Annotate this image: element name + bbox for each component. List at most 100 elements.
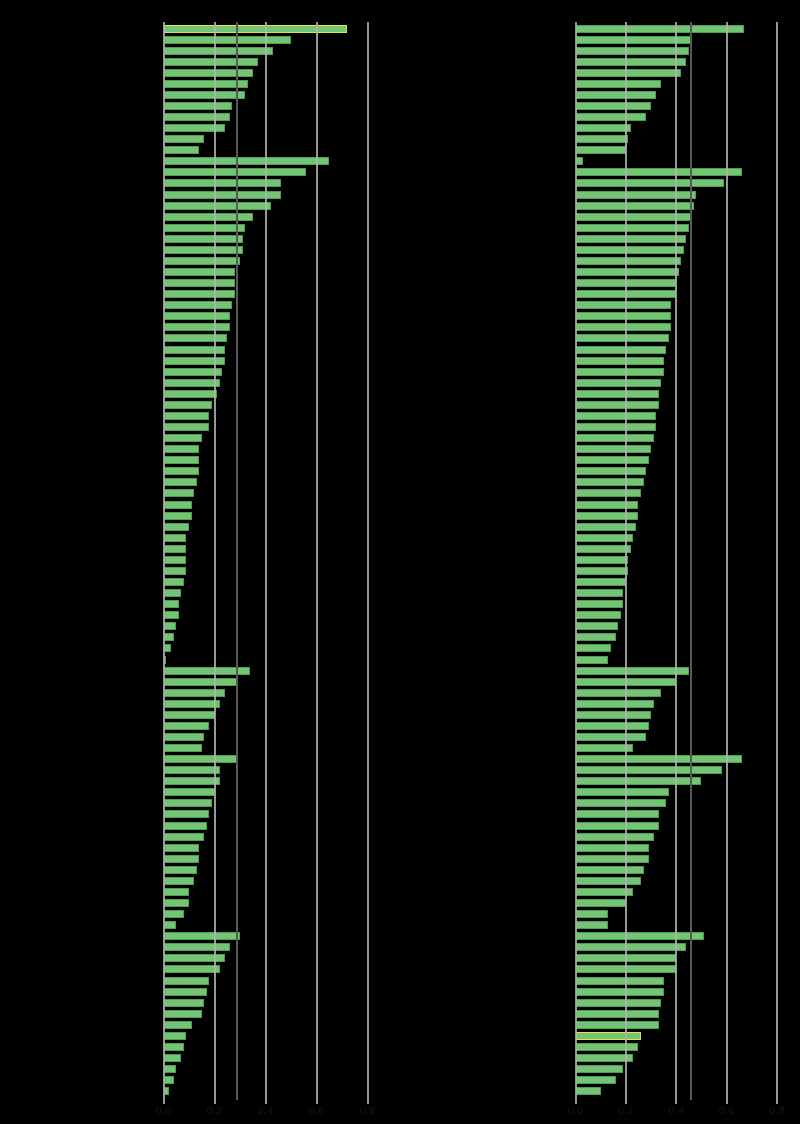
bar bbox=[163, 57, 258, 66]
bar bbox=[575, 699, 654, 708]
bar bbox=[163, 456, 200, 465]
gridline bbox=[675, 22, 678, 1104]
bar bbox=[163, 467, 200, 476]
reference-line bbox=[236, 22, 238, 1100]
bar bbox=[163, 24, 348, 33]
x-tick-label: 0.2 bbox=[206, 1106, 223, 1117]
bar bbox=[575, 832, 654, 841]
bar bbox=[575, 389, 659, 398]
bar bbox=[575, 301, 672, 310]
bar bbox=[163, 1031, 187, 1040]
bar bbox=[575, 732, 647, 741]
bar bbox=[575, 90, 657, 99]
bar bbox=[575, 755, 742, 764]
bar bbox=[575, 799, 667, 808]
bar bbox=[575, 35, 692, 44]
bar bbox=[163, 400, 212, 409]
bar bbox=[163, 699, 220, 708]
bar bbox=[575, 378, 662, 387]
bar bbox=[163, 68, 253, 77]
bar bbox=[163, 910, 184, 919]
bar bbox=[575, 467, 647, 476]
bar bbox=[575, 998, 662, 1007]
bar bbox=[575, 113, 647, 122]
bar bbox=[163, 788, 215, 797]
x-tick-label: 0.8 bbox=[769, 1106, 785, 1117]
bar bbox=[163, 644, 172, 653]
bar bbox=[575, 810, 659, 819]
bar bbox=[163, 146, 200, 155]
bar bbox=[575, 1009, 659, 1018]
bar bbox=[575, 234, 687, 243]
bar bbox=[575, 423, 657, 432]
bar bbox=[575, 633, 616, 642]
gridline bbox=[213, 22, 216, 1104]
bar bbox=[163, 411, 210, 420]
bar bbox=[163, 744, 202, 753]
bar bbox=[575, 146, 626, 155]
bar bbox=[163, 312, 230, 321]
bar bbox=[575, 245, 684, 254]
bar bbox=[163, 578, 184, 586]
bar bbox=[163, 1009, 202, 1018]
bar bbox=[575, 101, 652, 110]
bar bbox=[163, 489, 195, 498]
bar bbox=[575, 1076, 616, 1085]
bar bbox=[163, 434, 202, 443]
bar bbox=[575, 943, 687, 952]
bar bbox=[163, 201, 271, 210]
bar bbox=[163, 799, 212, 808]
bar bbox=[575, 1042, 639, 1051]
bar bbox=[163, 611, 179, 620]
bar bbox=[163, 843, 200, 852]
bar bbox=[163, 821, 207, 830]
bar bbox=[575, 489, 641, 498]
bar bbox=[163, 566, 187, 575]
bar bbox=[163, 124, 225, 133]
bar bbox=[575, 777, 702, 786]
bar bbox=[163, 589, 182, 598]
bar bbox=[163, 101, 233, 110]
bar bbox=[575, 766, 722, 775]
bar bbox=[575, 721, 649, 730]
bar bbox=[575, 478, 644, 487]
bar bbox=[575, 511, 639, 520]
bar bbox=[163, 766, 220, 775]
bar bbox=[575, 456, 649, 465]
bar bbox=[163, 511, 192, 520]
gridline bbox=[624, 22, 627, 1104]
bar bbox=[163, 600, 179, 609]
bar bbox=[575, 124, 631, 133]
gridline bbox=[264, 22, 267, 1104]
bar bbox=[163, 677, 238, 686]
bar bbox=[575, 400, 659, 409]
bar bbox=[575, 976, 664, 985]
bar bbox=[575, 157, 584, 166]
bar bbox=[575, 854, 649, 863]
gridline bbox=[366, 22, 369, 1104]
bar bbox=[575, 555, 629, 564]
bar bbox=[163, 345, 225, 354]
bar bbox=[163, 190, 281, 199]
bar bbox=[575, 578, 626, 586]
bar bbox=[575, 256, 682, 265]
bar bbox=[163, 876, 195, 885]
bar bbox=[163, 887, 189, 896]
bar bbox=[163, 290, 235, 299]
bar bbox=[163, 943, 230, 952]
bar bbox=[575, 24, 745, 33]
bar bbox=[575, 212, 692, 221]
bar bbox=[163, 90, 246, 99]
x-tick-label: 0.0 bbox=[567, 1106, 584, 1117]
bar bbox=[575, 899, 626, 908]
bar bbox=[575, 135, 629, 144]
bar bbox=[163, 168, 307, 177]
bar bbox=[575, 46, 689, 55]
bar bbox=[575, 1065, 624, 1074]
bar bbox=[575, 865, 644, 874]
bar bbox=[575, 345, 667, 354]
bar bbox=[163, 1054, 182, 1063]
bar bbox=[163, 965, 220, 974]
bar bbox=[575, 843, 649, 852]
